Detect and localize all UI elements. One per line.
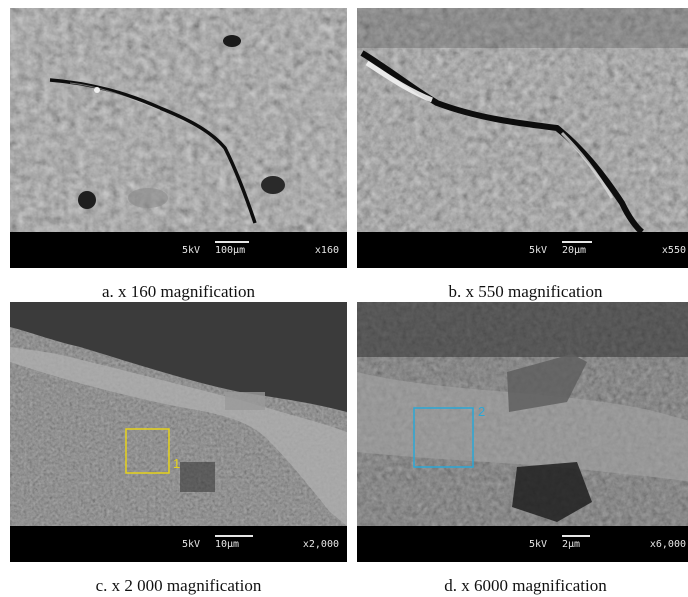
sem-panel-c: 1 5kV 10µm x2,000 — [10, 302, 347, 562]
sem-panel-d: 2 5kV 2µm x6,000 — [357, 302, 688, 562]
caption-d: d. x 6000 magnification — [444, 576, 607, 595]
scale-bar — [215, 241, 249, 243]
caption-b: b. x 550 magnification — [448, 282, 603, 301]
sem-info-bar-c: 5kV 10µm x2,000 — [10, 526, 347, 562]
analysis-region-label: 1 — [173, 456, 180, 471]
analysis-region-label: 2 — [478, 404, 485, 419]
magnification-label: x6,000 — [649, 539, 686, 550]
analysis-region-box — [413, 407, 474, 468]
kv-label: 5kV — [182, 245, 201, 256]
scale-label: 2µm — [562, 539, 581, 550]
scale-label: 20µm — [562, 245, 587, 256]
scale-label: 100µm — [215, 245, 246, 256]
magnification-label: x2,000 — [302, 539, 339, 550]
scale-bar — [562, 241, 592, 243]
scale-bar — [562, 535, 590, 537]
scale-label: 10µm — [215, 539, 240, 550]
sem-info-bar-d: 5kV 2µm x6,000 — [357, 526, 688, 562]
sem-info-bar-b: 5kV 20µm x550 — [357, 232, 688, 268]
sem-image-d: 2 — [357, 302, 688, 526]
analysis-region-box — [125, 428, 170, 474]
scale-bar — [215, 535, 253, 537]
sem-panel-a: 5kV 100µm x160 — [10, 8, 347, 268]
kv-label: 5kV — [529, 245, 548, 256]
kv-label: 5kV — [529, 539, 548, 550]
sem-image-b — [357, 8, 688, 232]
caption-a: a. x 160 magnification — [102, 282, 255, 301]
magnification-label: x160 — [314, 245, 339, 256]
sem-image-c: 1 — [10, 302, 347, 526]
sem-panel-b: 5kV 20µm x550 — [357, 8, 688, 268]
sem-image-a — [10, 8, 347, 232]
magnification-label: x550 — [661, 245, 686, 256]
sem-info-bar-a: 5kV 100µm x160 — [10, 232, 347, 268]
caption-c: c. x 2 000 magnification — [95, 576, 262, 595]
kv-label: 5kV — [182, 539, 201, 550]
